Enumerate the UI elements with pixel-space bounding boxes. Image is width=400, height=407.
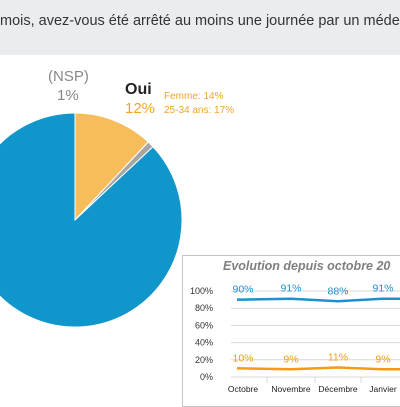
y-tick-label: 0% — [200, 372, 213, 382]
data-label: 10% — [232, 352, 253, 364]
y-tick-label: 100% — [190, 286, 213, 296]
pie-label-nsp-name: (NSP) — [48, 68, 89, 85]
pie-slice-oui — [74, 112, 149, 222]
series-line-orange — [237, 366, 400, 371]
question-banner: mois, avez-vous été arrêté au moins une … — [0, 0, 400, 55]
series-line-blue — [237, 297, 400, 303]
x-tick-label: Octobre — [228, 384, 259, 394]
question-text: mois, avez-vous été arrêté au moins une … — [0, 13, 400, 29]
pie-annotation-femme: Femme: 14% — [164, 91, 224, 102]
y-tick-label: 40% — [195, 338, 213, 348]
data-label: 9% — [375, 353, 390, 365]
pie-label-nsp-value: 1% — [57, 87, 79, 104]
pie-annotation-age: 25-34 ans: 17% — [164, 105, 235, 116]
y-tick-label: 80% — [195, 303, 213, 313]
data-label: 91% — [372, 283, 393, 295]
pie-label-oui-name: Oui — [125, 81, 152, 98]
pie-slice-main — [0, 112, 183, 328]
x-tick-label: Novembre — [271, 384, 310, 394]
pie-label-oui-value: 12% — [125, 100, 156, 117]
data-label: 90% — [232, 284, 253, 296]
data-label: 9% — [283, 353, 298, 365]
y-tick-label: 60% — [195, 320, 213, 330]
data-label: 11% — [328, 352, 348, 364]
pie-chart — [0, 112, 183, 328]
data-label: 91% — [280, 283, 301, 295]
data-label: 88% — [327, 285, 348, 297]
y-tick-label: 20% — [195, 355, 213, 365]
x-tick-label: Décembre — [318, 384, 357, 394]
evolution-chart-panel: Evolution depuis octobre 20 0% 20% 40% 60% 8… — [182, 255, 400, 407]
x-tick-label: Janvier — [369, 384, 397, 394]
evolution-line-chart: 0% 20% 40% 60% 80% 100% Octobre Novembre Décembr… — [190, 283, 400, 394]
evolution-chart-title: Evolution depuis octobre 20 — [223, 259, 391, 273]
